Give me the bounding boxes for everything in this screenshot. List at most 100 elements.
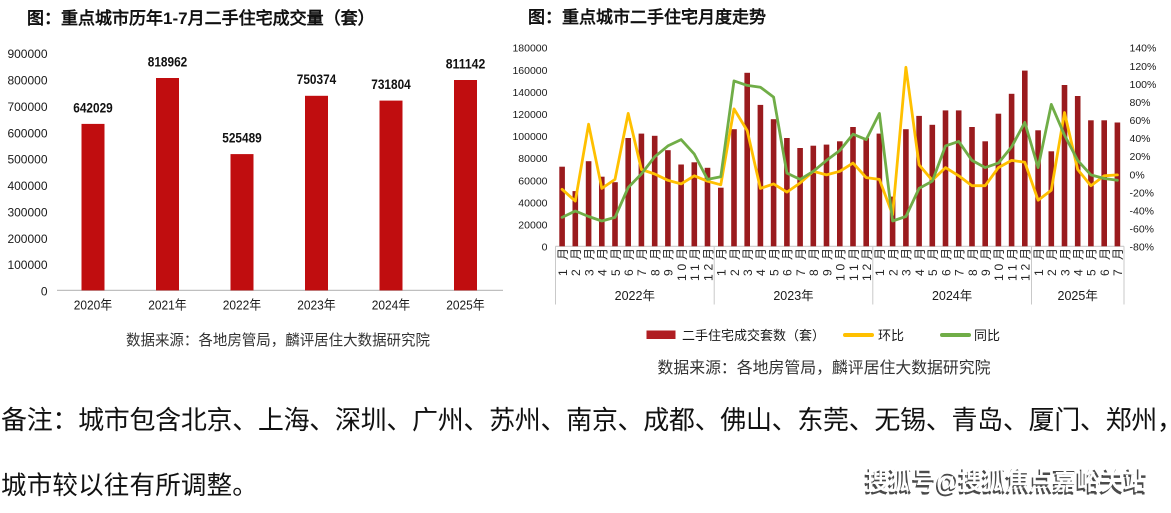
svg-text:2月: 2月 (569, 248, 583, 276)
svg-text:2021年: 2021年 (148, 298, 187, 313)
svg-text:3月: 3月 (582, 248, 596, 276)
svg-text:811142: 811142 (446, 56, 486, 71)
svg-text:数据来源：各地房管局，麟评居住大数据研究院: 数据来源：各地房管局，麟评居住大数据研究院 (126, 331, 430, 349)
svg-text:7月: 7月 (794, 248, 808, 276)
svg-text:2023年: 2023年 (297, 298, 336, 313)
svg-text:5月: 5月 (609, 248, 623, 276)
svg-text:城市较以往有所调整。: 城市较以往有所调整。 (1, 472, 258, 500)
svg-text:8月: 8月 (649, 248, 663, 276)
svg-text:40000: 40000 (518, 197, 547, 209)
svg-text:2022年: 2022年 (223, 298, 262, 313)
svg-text:1月: 1月 (715, 248, 729, 276)
svg-text:2024年: 2024年 (932, 289, 972, 303)
svg-text:3月: 3月 (741, 248, 755, 276)
svg-text:6月: 6月 (622, 248, 636, 276)
svg-text:140%: 140% (1130, 43, 1157, 55)
svg-text:12月: 12月 (701, 248, 715, 281)
svg-text:图：重点城市历年1-7月二手住宅成交量（套）: 图：重点城市历年1-7月二手住宅成交量（套） (27, 8, 375, 28)
svg-text:图：重点城市二手住宅月度走势: 图：重点城市二手住宅月度走势 (528, 7, 766, 27)
svg-text:500000: 500000 (7, 153, 47, 167)
svg-text:2020年: 2020年 (74, 298, 113, 313)
svg-text:60%: 60% (1130, 115, 1151, 127)
svg-text:200000: 200000 (7, 232, 47, 246)
svg-text:9月: 9月 (662, 248, 676, 276)
svg-text:160000: 160000 (512, 65, 547, 77)
svg-text:12月: 12月 (1019, 248, 1033, 281)
svg-text:900000: 900000 (7, 47, 47, 61)
svg-text:2025年: 2025年 (1058, 289, 1098, 303)
svg-text:6月: 6月 (781, 248, 795, 276)
svg-text:-80%: -80% (1130, 242, 1155, 254)
svg-text:2025年: 2025年 (446, 298, 485, 313)
svg-text:10月: 10月 (992, 248, 1006, 281)
svg-text:-60%: -60% (1130, 224, 1155, 236)
svg-text:2月: 2月 (1045, 248, 1059, 276)
svg-text:10月: 10月 (834, 248, 848, 281)
svg-text:2月: 2月 (728, 248, 742, 276)
svg-text:9月: 9月 (820, 248, 834, 276)
svg-text:同比: 同比 (974, 328, 1000, 343)
svg-text:7月: 7月 (953, 248, 967, 276)
svg-text:2024年: 2024年 (372, 298, 411, 313)
svg-text:搜狐号@搜狐焦点嘉峪关站: 搜狐号@搜狐焦点嘉峪关站 (864, 468, 1146, 498)
svg-text:731804: 731804 (371, 77, 411, 92)
svg-text:5月: 5月 (1085, 248, 1099, 276)
svg-text:-20%: -20% (1130, 187, 1155, 199)
svg-text:9月: 9月 (979, 248, 993, 276)
svg-text:二手住宅成交套数（套）: 二手住宅成交套数（套） (682, 328, 825, 343)
svg-text:100%: 100% (1130, 79, 1157, 91)
svg-text:5月: 5月 (926, 248, 940, 276)
svg-text:搜狐号@搜狐焦点嘉峪关站: 搜狐号@搜狐焦点嘉峪关站 (866, 466, 1148, 496)
svg-text:8月: 8月 (807, 248, 821, 276)
svg-text:120%: 120% (1130, 61, 1157, 73)
svg-text:3月: 3月 (1058, 248, 1072, 276)
svg-text:4月: 4月 (913, 248, 927, 276)
svg-text:700000: 700000 (7, 100, 47, 114)
svg-text:数据来源：各地房管局，麟评居住大数据研究院: 数据来源：各地房管局，麟评居住大数据研究院 (658, 359, 991, 377)
svg-text:600000: 600000 (7, 126, 47, 140)
svg-text:5月: 5月 (767, 248, 781, 276)
svg-text:120000: 120000 (512, 109, 547, 121)
svg-text:400000: 400000 (7, 179, 47, 193)
svg-text:8月: 8月 (966, 248, 980, 276)
svg-text:6月: 6月 (939, 248, 953, 276)
svg-text:750374: 750374 (297, 72, 337, 87)
svg-text:6月: 6月 (1098, 248, 1112, 276)
svg-text:525489: 525489 (222, 131, 262, 146)
svg-text:11月: 11月 (688, 248, 702, 281)
svg-text:环比: 环比 (878, 328, 904, 343)
svg-text:2023年: 2023年 (773, 289, 813, 303)
svg-text:2022年: 2022年 (615, 289, 655, 303)
svg-text:1月: 1月 (873, 248, 887, 276)
svg-text:0%: 0% (1130, 169, 1145, 181)
svg-text:80%: 80% (1130, 97, 1151, 109)
svg-text:2月: 2月 (886, 248, 900, 276)
svg-text:20000: 20000 (518, 220, 547, 232)
svg-text:800000: 800000 (7, 74, 47, 88)
svg-text:300000: 300000 (7, 206, 47, 220)
svg-text:0: 0 (41, 285, 48, 299)
svg-text:12月: 12月 (860, 248, 874, 281)
svg-text:100000: 100000 (7, 258, 47, 272)
svg-text:80000: 80000 (518, 153, 547, 165)
svg-text:-40%: -40% (1130, 205, 1155, 217)
svg-text:7月: 7月 (635, 248, 649, 276)
svg-text:20%: 20% (1130, 151, 1151, 163)
svg-text:100000: 100000 (512, 131, 547, 143)
svg-text:60000: 60000 (518, 175, 547, 187)
svg-text:0: 0 (542, 242, 548, 254)
svg-text:140000: 140000 (512, 87, 547, 99)
svg-text:180000: 180000 (512, 43, 547, 55)
svg-text:11月: 11月 (847, 248, 861, 281)
svg-text:备注：城市包含北京、上海、深圳、广州、苏州、南京、成都、佛山: 备注：城市包含北京、上海、深圳、广州、苏州、南京、成都、佛山、东莞、无锡、青岛、… (1, 405, 1171, 435)
svg-text:1月: 1月 (1032, 248, 1046, 276)
svg-text:4月: 4月 (1072, 248, 1086, 276)
svg-text:11月: 11月 (1005, 248, 1019, 281)
svg-text:4月: 4月 (754, 248, 768, 276)
svg-text:10月: 10月 (675, 248, 689, 281)
svg-text:818962: 818962 (148, 54, 188, 69)
svg-text:3月: 3月 (900, 248, 914, 276)
svg-text:1月: 1月 (556, 248, 570, 276)
svg-text:642029: 642029 (73, 100, 113, 115)
svg-text:7月: 7月 (1111, 248, 1125, 276)
